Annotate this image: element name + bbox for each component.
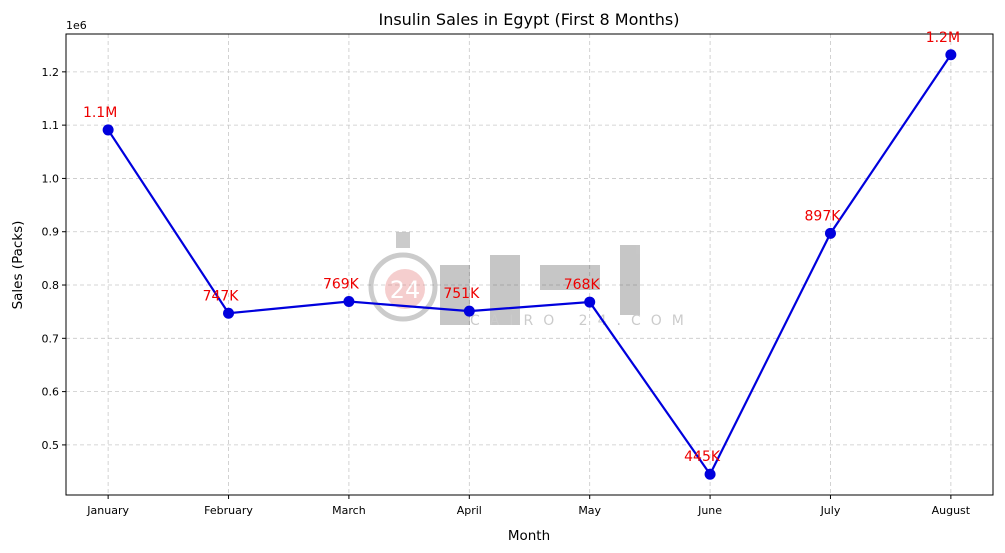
data-label: 768K [564,277,601,293]
sales-line [107,54,952,477]
watermark-logo: 24 CAIRO 24.COM [368,232,694,329]
data-point [343,296,355,308]
data-point [824,227,836,239]
y-tick-label: 1.0 [42,172,60,185]
data-point [102,124,114,136]
x-tick-label: June [697,504,722,517]
data-label: 747K [203,288,240,304]
chart-title: Insulin Sales in Egypt (First 8 Months) [378,10,679,29]
x-tick-label: February [204,504,253,517]
y-tick-label: 1.2 [42,66,60,79]
data-label: 445K [684,449,721,465]
y-offset-label: 1e6 [66,19,87,32]
x-tick-label: April [457,504,482,517]
x-tick-label: July [820,504,841,517]
y-tick-label: 0.8 [42,279,60,292]
y-tick-label: 1.1 [42,119,60,132]
data-label: 751K [443,286,480,302]
data-point [223,307,235,319]
data-point [584,296,596,308]
data-label: 1.1M [83,105,117,121]
data-point [945,49,957,61]
x-tick-label: March [332,504,366,517]
y-tick-label: 0.5 [42,439,60,452]
x-tick-label: August [932,504,971,517]
data-label: 769K [323,277,360,293]
data-point [704,468,716,480]
svg-text:CAIRO 24.COM: CAIRO 24.COM [470,313,694,329]
y-tick-label: 0.7 [42,332,60,345]
y-axis-label: Sales (Packs) [10,221,26,310]
data-point [463,305,475,317]
data-label: 897K [805,208,842,224]
y-tick-label: 0.9 [42,226,60,239]
svg-text:24: 24 [390,276,421,304]
data-label: 1.2M [926,30,960,46]
plot-area-frame [65,33,994,496]
x-tick-label: January [86,504,129,517]
y-tick-label: 0.6 [42,386,60,399]
x-axis-label: Month [508,528,550,544]
x-tick-label: May [578,504,601,517]
